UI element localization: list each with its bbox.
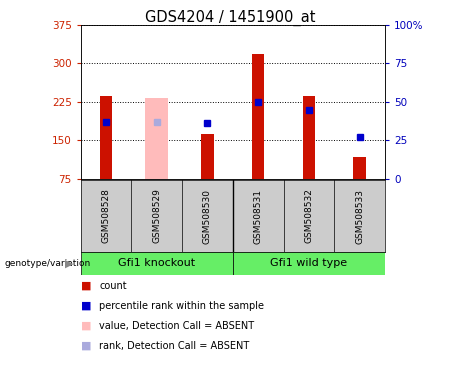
Bar bbox=[252, 54, 265, 179]
Bar bbox=[145, 98, 168, 179]
Text: GSM508531: GSM508531 bbox=[254, 189, 263, 243]
Text: GSM508533: GSM508533 bbox=[355, 189, 364, 243]
Bar bbox=[201, 134, 214, 179]
Text: GDS4204 / 1451900_at: GDS4204 / 1451900_at bbox=[145, 10, 316, 26]
Text: Gfi1 knockout: Gfi1 knockout bbox=[118, 258, 195, 268]
Text: GSM508529: GSM508529 bbox=[152, 189, 161, 243]
Text: ■: ■ bbox=[81, 321, 91, 331]
Text: ■: ■ bbox=[81, 281, 91, 291]
Text: Gfi1 wild type: Gfi1 wild type bbox=[270, 258, 348, 268]
Bar bbox=[353, 157, 366, 179]
Text: rank, Detection Call = ABSENT: rank, Detection Call = ABSENT bbox=[99, 341, 249, 351]
Text: GSM508528: GSM508528 bbox=[101, 189, 111, 243]
Text: ■: ■ bbox=[81, 341, 91, 351]
Text: GSM508532: GSM508532 bbox=[304, 189, 313, 243]
Text: count: count bbox=[99, 281, 127, 291]
Bar bbox=[233, 252, 385, 275]
Text: percentile rank within the sample: percentile rank within the sample bbox=[99, 301, 264, 311]
Text: GSM508530: GSM508530 bbox=[203, 189, 212, 243]
Text: value, Detection Call = ABSENT: value, Detection Call = ABSENT bbox=[99, 321, 254, 331]
Text: ■: ■ bbox=[81, 301, 91, 311]
Text: ▶: ▶ bbox=[65, 258, 73, 268]
Bar bbox=[302, 96, 315, 179]
Bar bbox=[81, 252, 233, 275]
Bar bbox=[100, 96, 112, 179]
Text: genotype/variation: genotype/variation bbox=[5, 259, 91, 268]
